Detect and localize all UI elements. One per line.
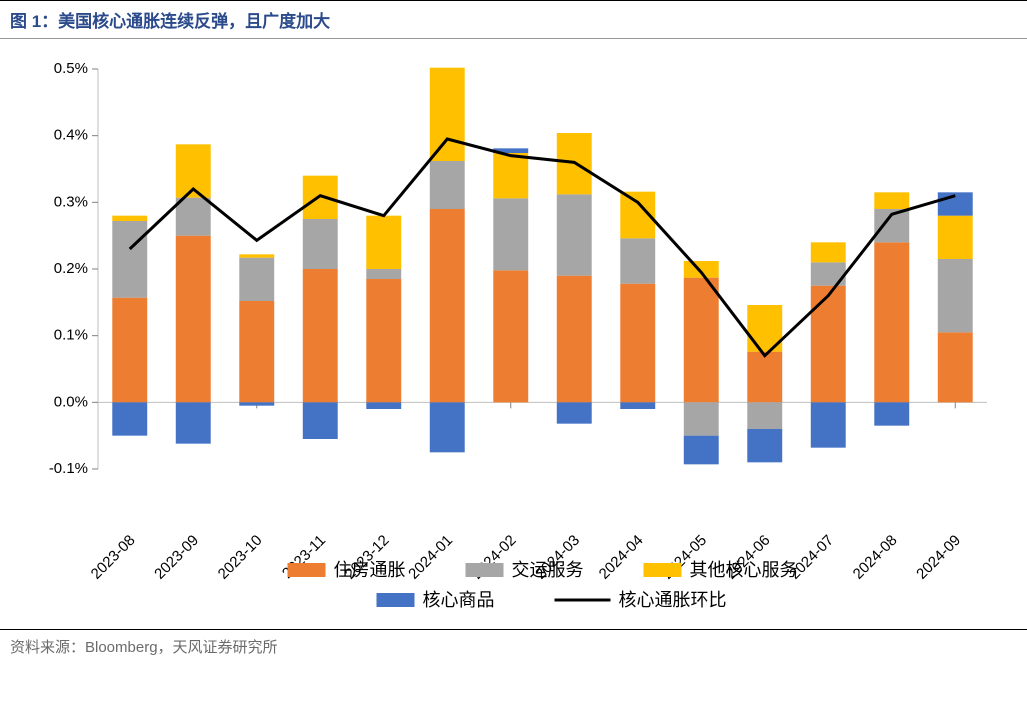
bar-core_goods xyxy=(874,402,909,425)
y-tick-label: 0.5% xyxy=(54,60,88,77)
y-tick-label: 0.0% xyxy=(54,393,88,410)
x-tick-label: 2023-09 xyxy=(151,532,202,583)
bar-transport xyxy=(557,194,592,275)
bar-housing xyxy=(620,284,655,403)
chart-svg: -0.1%0.0%0.1%0.2%0.3%0.4%0.5%2023-082023… xyxy=(30,49,997,629)
bar-core_goods xyxy=(112,402,147,435)
bar-housing xyxy=(493,270,528,402)
source-footer: 资料来源：Bloomberg，天风证券研究所 xyxy=(0,629,1027,663)
y-tick-label: 0.2% xyxy=(54,260,88,277)
legend-label: 交运服务 xyxy=(512,560,584,580)
bar-housing xyxy=(684,278,719,403)
bar-core_goods xyxy=(811,402,846,447)
bar-other_services xyxy=(684,261,719,278)
bar-other_services xyxy=(874,192,909,209)
bar-housing xyxy=(811,286,846,403)
legend-label: 其他核心服务 xyxy=(690,560,798,580)
bar-core_goods xyxy=(366,402,401,409)
bar-core_goods xyxy=(747,429,782,462)
bar-other_services xyxy=(366,216,401,269)
x-tick-label: 2024-01 xyxy=(405,532,456,583)
bar-transport xyxy=(303,219,338,269)
bar-core_goods xyxy=(239,402,274,405)
legend-swatch-other_services xyxy=(644,563,682,577)
bar-core_goods xyxy=(430,402,465,452)
bar-housing xyxy=(112,298,147,403)
legend-swatch-housing xyxy=(288,563,326,577)
bar-transport xyxy=(366,269,401,279)
bar-other_services xyxy=(811,242,846,262)
bar-transport xyxy=(112,221,147,298)
y-tick-label: 0.3% xyxy=(54,193,88,210)
x-tick-label: 2024-09 xyxy=(913,532,964,583)
bar-housing xyxy=(747,352,782,403)
bar-housing xyxy=(938,332,973,402)
bar-transport xyxy=(430,161,465,209)
bar-housing xyxy=(366,279,401,402)
bar-core_goods xyxy=(557,402,592,423)
bar-transport xyxy=(176,198,211,236)
bar-transport xyxy=(938,259,973,332)
legend-label: 核心商品 xyxy=(423,590,495,610)
bar-transport xyxy=(684,402,719,435)
bar-core_goods xyxy=(620,402,655,409)
bar-other_services xyxy=(239,254,274,257)
bar-housing xyxy=(303,269,338,402)
figure-frame: 图 1：美国核心通胀连续反弹，且广度加大 -0.1% 0.0% 0.1% 0.2% 0.… xyxy=(0,0,1027,709)
bar-transport xyxy=(239,258,274,301)
bar-housing xyxy=(239,301,274,402)
legend-swatch-transport xyxy=(466,563,504,577)
bar-other_services xyxy=(493,153,528,198)
bar-housing xyxy=(430,209,465,402)
y-tick-label: 0.4% xyxy=(54,127,88,144)
bar-core_goods xyxy=(176,402,211,443)
bar-core_goods xyxy=(303,402,338,439)
legend-swatch-core_goods xyxy=(377,593,415,607)
bar-housing xyxy=(176,236,211,403)
legend-label: 核心通胀环比 xyxy=(619,590,727,610)
bar-transport xyxy=(747,402,782,429)
legend-label: 住房通胀 xyxy=(334,560,406,580)
y-tick-label: 0.1% xyxy=(54,327,88,344)
bar-core_goods xyxy=(684,436,719,465)
chart-area: -0.1%0.0%0.1%0.2%0.3%0.4%0.5%2023-082023… xyxy=(30,49,997,629)
x-tick-label: 2024-08 xyxy=(850,532,901,583)
x-tick-label: 2023-10 xyxy=(215,532,266,583)
x-tick-label: 2023-08 xyxy=(88,532,139,583)
figure-title: 图 1：美国核心通胀连续反弹，且广度加大 xyxy=(0,0,1027,39)
bar-other_services xyxy=(430,68,465,161)
bar-housing xyxy=(874,242,909,402)
bar-housing xyxy=(557,276,592,403)
x-tick-label: 2024-04 xyxy=(596,532,647,583)
bar-transport xyxy=(620,238,655,283)
bar-transport xyxy=(493,198,528,270)
bar-other_services xyxy=(112,216,147,221)
y-tick-label: -0.1% xyxy=(49,460,88,477)
bar-other_services xyxy=(938,216,973,259)
